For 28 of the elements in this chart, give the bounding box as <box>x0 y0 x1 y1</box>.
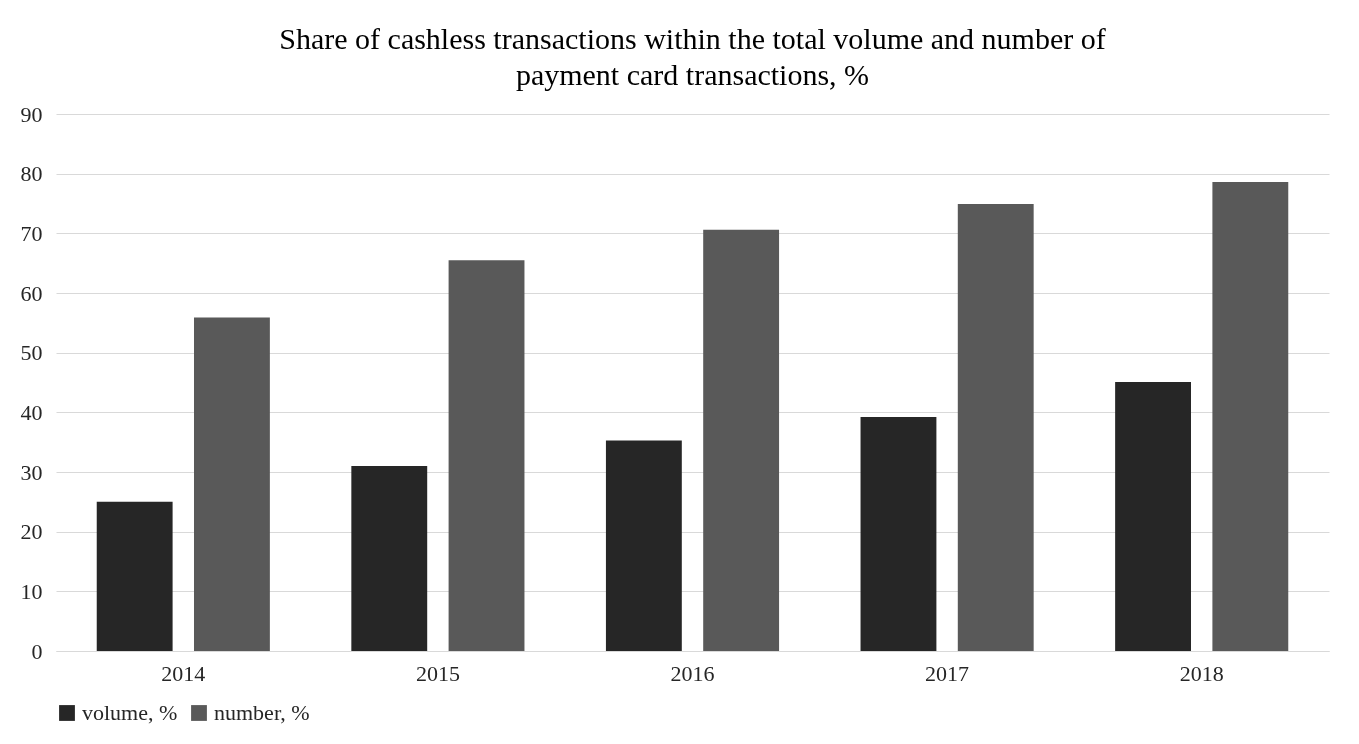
y-tick-label: 20 <box>20 519 43 545</box>
x-tick-label: 2014 <box>161 660 206 686</box>
y-tick-label: 0 <box>31 638 43 664</box>
x-tick-label: 2018 <box>1179 660 1224 686</box>
y-tick-label: 30 <box>20 459 43 485</box>
bar <box>96 501 173 651</box>
y-tick-label: 60 <box>20 280 43 306</box>
x-tick-label: 2017 <box>925 660 970 686</box>
bar <box>703 229 780 651</box>
bar <box>957 204 1034 651</box>
legend-label: number, % <box>214 700 310 725</box>
bar <box>1115 381 1191 651</box>
bar <box>351 466 428 651</box>
bar <box>605 440 682 651</box>
bar <box>448 260 525 651</box>
y-tick-label: 50 <box>20 340 43 366</box>
y-tick-label: 70 <box>20 220 43 246</box>
chart-title: Share of cashless transactions within the total volume and number of payment card transactions, % <box>279 22 1106 91</box>
y-tick-label: 80 <box>20 161 43 187</box>
y-tick-label: 90 <box>20 101 43 127</box>
y-tick-label: 40 <box>20 399 43 425</box>
bar <box>1212 182 1289 651</box>
bar <box>860 417 937 651</box>
legend-label: volume, % <box>82 700 178 725</box>
x-tick-label: 2015 <box>415 660 460 686</box>
x-tick-label: 2016 <box>670 660 715 686</box>
bar <box>194 317 270 651</box>
y-tick-label: 10 <box>20 578 43 604</box>
